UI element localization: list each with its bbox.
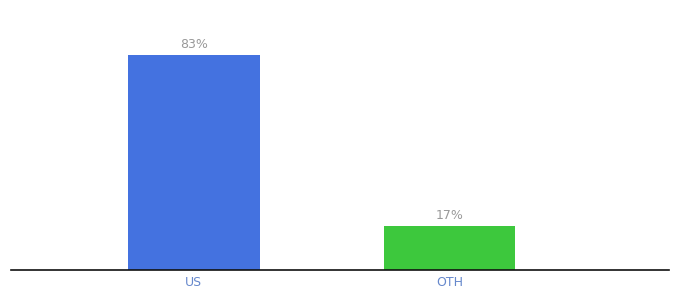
- Bar: [384, 226, 515, 270]
- Bar: [128, 55, 260, 270]
- Text: 83%: 83%: [180, 38, 208, 51]
- Text: 17%: 17%: [436, 209, 464, 222]
